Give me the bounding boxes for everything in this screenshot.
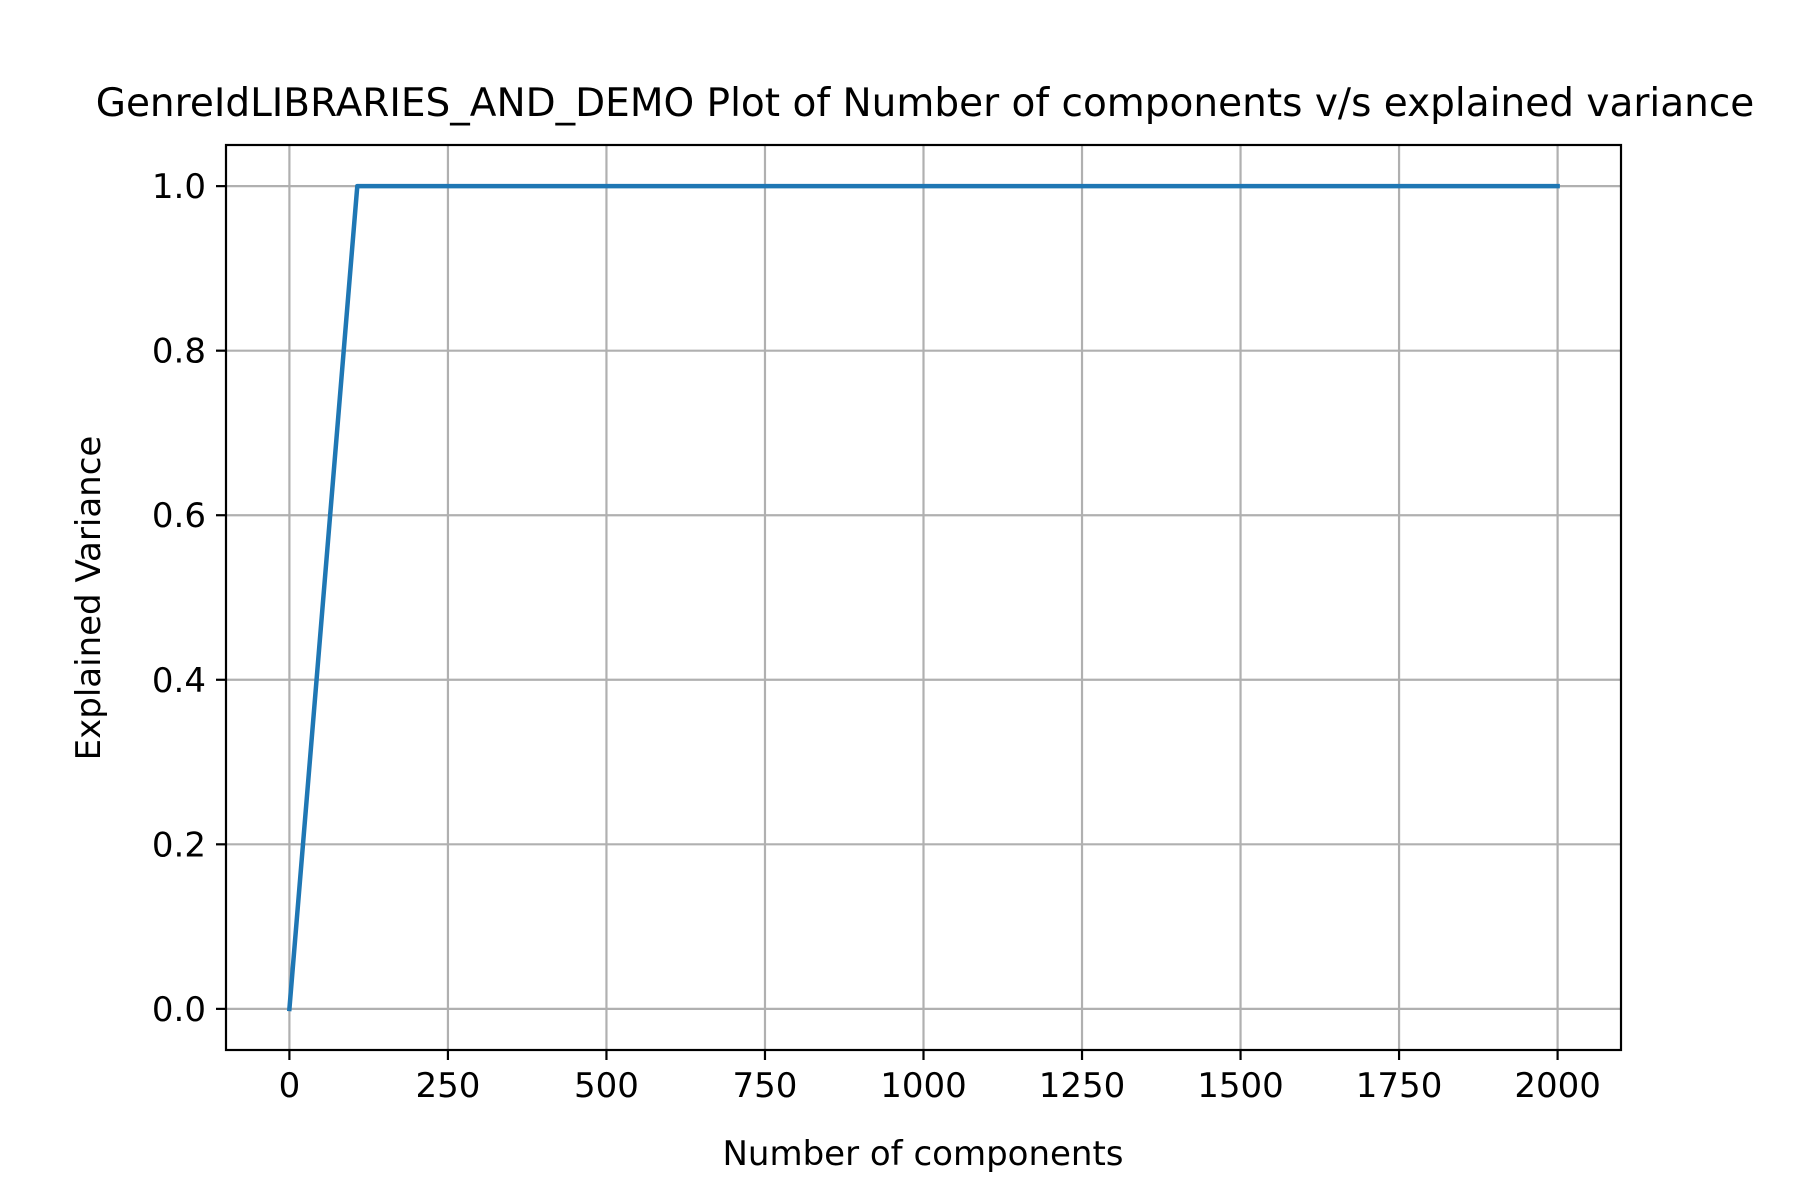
y-axis-label: Explained Variance [69,436,109,761]
y-axis: 0.0 0.2 0.4 0.6 0.8 1.0 [152,167,226,1030]
y-tick-label: 1.0 [152,167,206,207]
x-tick-label: 2000 [1514,1066,1601,1106]
series-line [286,183,1560,1012]
grid [226,145,1621,1050]
y-tick-label: 0.8 [152,332,206,372]
x-tick-label: 1000 [880,1066,967,1106]
x-tick-label: 1500 [1197,1066,1284,1106]
x-tick-label: 500 [574,1066,639,1106]
x-tick-label: 750 [733,1066,798,1106]
x-tick-label: 1750 [1356,1066,1443,1106]
y-tick-label: 0.4 [152,661,206,701]
x-axis-label: Number of components [722,1134,1123,1174]
x-tick-label: 1250 [1039,1066,1126,1106]
series-layer [286,183,1560,1012]
x-tick-label: 0 [279,1066,301,1106]
x-axis: 0 250 500 750 1000 1250 1500 1750 2000 [279,1050,1601,1106]
y-tick-label: 0.0 [152,990,206,1030]
x-tick-label: 250 [415,1066,480,1106]
y-tick-label: 0.6 [152,496,206,536]
y-tick-label: 0.2 [152,825,206,865]
chart-title: GenreIdLIBRARIES_AND_DEMO Plot of Number… [96,81,1755,126]
